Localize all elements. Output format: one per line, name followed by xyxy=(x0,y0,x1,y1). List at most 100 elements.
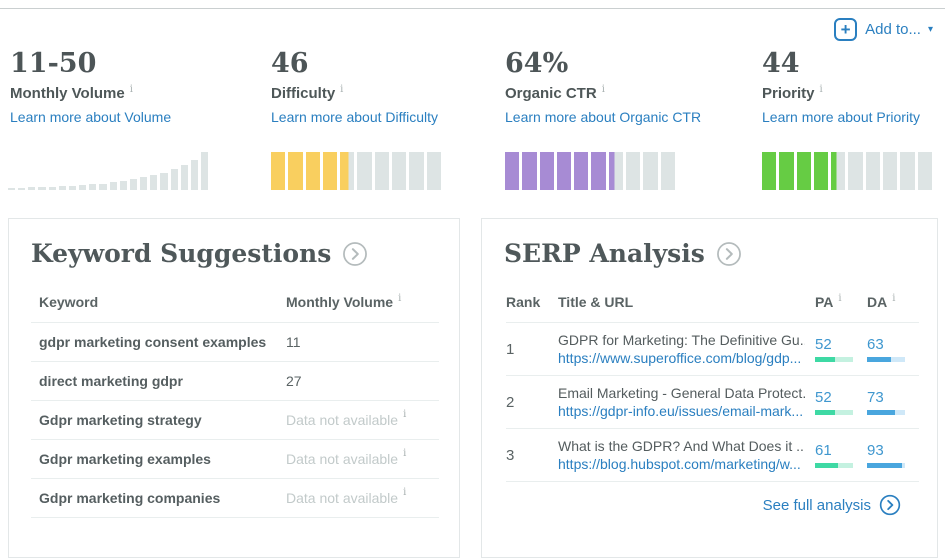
metric-value: 64% xyxy=(505,48,569,79)
meter-segment xyxy=(340,152,355,190)
learn-more-ctr-link[interactable]: Learn more about Organic CTR xyxy=(505,109,702,126)
pa-score-bar-fill xyxy=(815,463,839,468)
meter-segment xyxy=(574,152,589,190)
info-icon[interactable]: i xyxy=(838,293,842,304)
da-score-cell: 73 xyxy=(867,389,919,415)
info-icon[interactable]: i xyxy=(892,293,896,304)
chevron-down-icon: ▾ xyxy=(927,24,933,35)
info-icon[interactable]: i xyxy=(601,84,605,96)
keyword-text: Gdpr marketing strategy xyxy=(39,412,202,428)
meter-segment xyxy=(591,152,606,190)
info-icon[interactable]: i xyxy=(398,293,402,304)
da-score-bar-fill xyxy=(867,357,891,362)
meter-segment xyxy=(900,152,915,190)
metric-value: 46 xyxy=(271,48,309,79)
da-score-bar-fill xyxy=(867,463,903,468)
keyword-text: Gdpr marketing examples xyxy=(39,451,211,467)
info-icon[interactable]: i xyxy=(340,84,344,96)
da-score-value[interactable]: 73 xyxy=(867,389,884,406)
meter-segment xyxy=(374,152,390,190)
histogram-bar xyxy=(140,177,148,190)
histogram-bar xyxy=(170,169,178,190)
keyword-row[interactable]: Gdpr marketing companies Data not availab… xyxy=(31,479,439,518)
meter-segment xyxy=(626,152,641,190)
organic-ctr-meter xyxy=(505,152,675,190)
info-icon[interactable]: i xyxy=(819,84,823,96)
column-monthly-volume[interactable]: Monthly Volume i xyxy=(286,293,402,310)
column-rank[interactable]: Rank xyxy=(506,294,541,310)
column-da[interactable]: DA i xyxy=(867,293,896,310)
histogram-bar xyxy=(18,188,26,190)
see-full-analysis-link[interactable]: See full analysis xyxy=(506,494,901,516)
keyword-row[interactable]: Gdpr marketing examples Data not availabl… xyxy=(31,440,439,479)
meter-segment xyxy=(762,152,777,190)
histogram-bar xyxy=(119,181,127,190)
info-icon[interactable]: i xyxy=(403,486,407,498)
meter-segment xyxy=(643,152,658,190)
histogram-bar xyxy=(160,173,168,190)
pa-score-bar xyxy=(815,410,853,415)
column-pa[interactable]: PA i xyxy=(815,293,842,310)
meter-segment xyxy=(779,152,794,190)
serp-result-url[interactable]: https://www.superoffice.com/blog/gdp... xyxy=(558,350,802,366)
meter-segment xyxy=(831,152,846,190)
column-keyword[interactable]: Keyword xyxy=(39,294,99,310)
keyword-text: Gdpr marketing companies xyxy=(39,490,221,506)
keyword-table: Keyword Monthly Volume i gdpr marketing c… xyxy=(31,284,439,518)
metric-value: 44 xyxy=(762,48,800,79)
da-score-cell: 93 xyxy=(867,442,919,468)
learn-more-priority-link[interactable]: Learn more about Priority xyxy=(762,109,920,126)
pa-score-bar xyxy=(815,463,853,468)
priority-meter xyxy=(762,152,932,190)
serp-table-header: Rank Title & URL PA i DA i xyxy=(506,284,919,323)
meter-segment xyxy=(539,152,554,190)
serp-result-url[interactable]: https://blog.hubspot.com/marketing/w... xyxy=(558,456,801,472)
metric-label: Organic CTR i xyxy=(505,84,605,103)
pa-score-cell: 61 xyxy=(815,442,867,468)
keyword-row[interactable]: gdpr marketing consent examples 11 xyxy=(31,323,439,362)
metric-label: Monthly Volume i xyxy=(10,84,133,103)
histogram-bar xyxy=(8,188,16,190)
serp-rank: 1 xyxy=(506,340,515,358)
histogram-bar xyxy=(38,187,46,190)
keyword-row[interactable]: Gdpr marketing strategy Data not availabl… xyxy=(31,401,439,440)
histogram-bar xyxy=(58,186,66,190)
da-score-value[interactable]: 63 xyxy=(867,336,884,353)
serp-title-url: Email Marketing - General Data Protect..… xyxy=(558,385,815,419)
info-icon[interactable]: i xyxy=(403,447,407,459)
see-full-analysis-label: See full analysis xyxy=(762,496,871,514)
learn-more-volume-link[interactable]: Learn more about Volume xyxy=(10,109,172,126)
volume-histogram xyxy=(8,152,209,190)
info-icon[interactable]: i xyxy=(403,408,407,420)
learn-more-difficulty-link[interactable]: Learn more about Difficulty xyxy=(271,109,439,126)
pa-score-value[interactable]: 52 xyxy=(815,336,832,353)
info-icon[interactable]: i xyxy=(129,84,133,96)
histogram-bar xyxy=(79,185,87,190)
pa-score-value[interactable]: 52 xyxy=(815,389,832,406)
keyword-volume-value: 11 xyxy=(286,334,301,350)
chevron-right-circle-icon[interactable] xyxy=(342,241,368,267)
histogram-bar xyxy=(180,165,188,190)
keyword-row[interactable]: direct marketing gdpr 27 xyxy=(31,362,439,401)
pa-score-value[interactable]: 61 xyxy=(815,442,832,459)
column-title-url[interactable]: Title & URL xyxy=(558,294,634,310)
histogram-bar xyxy=(99,184,107,190)
chevron-right-circle-icon[interactable] xyxy=(716,241,742,267)
keyword-suggestions-panel: Keyword Suggestions Keyword Monthly Volu… xyxy=(8,218,460,558)
histogram-bar xyxy=(150,175,158,190)
meter-segment xyxy=(392,152,407,190)
serp-title-url: GDPR for Marketing: The Definitive Gu...… xyxy=(558,332,815,366)
da-score-bar-fill xyxy=(867,410,895,415)
da-score-value[interactable]: 93 xyxy=(867,442,884,459)
top-divider xyxy=(0,8,945,9)
serp-result-url[interactable]: https://gdpr-info.eu/issues/email-mark..… xyxy=(558,403,804,419)
meter-segment xyxy=(865,152,881,190)
keyword-volume-value: Data not available xyxy=(286,451,399,467)
pa-score-cell: 52 xyxy=(815,389,867,415)
metric-label: Priority i xyxy=(762,84,823,103)
pa-score-cell: 52 xyxy=(815,336,867,362)
meter-segment xyxy=(796,152,811,190)
keyword-volume-value: Data not available xyxy=(286,412,399,428)
add-to-button[interactable]: + Add to... ▾ xyxy=(834,18,933,41)
meter-segment xyxy=(522,152,537,190)
